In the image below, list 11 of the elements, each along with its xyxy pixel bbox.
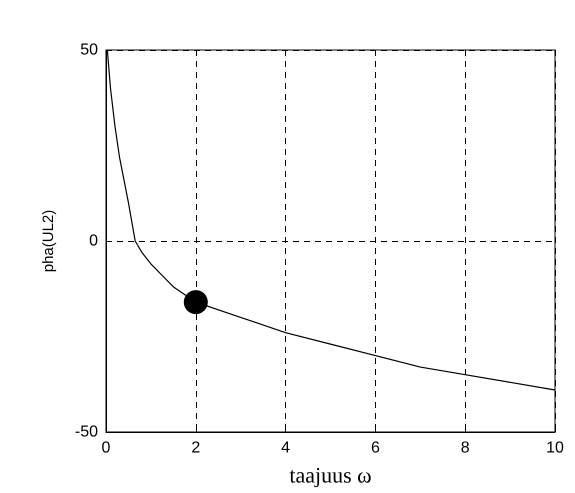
x-tick-label: 0	[102, 440, 111, 456]
x-tick-label: 8	[460, 440, 470, 456]
y-tick-label: 0	[89, 232, 98, 250]
x-tick-label: 2	[191, 440, 200, 456]
y-tick-label: -50	[74, 424, 98, 440]
x-axis-title: taajuus ω	[289, 462, 372, 488]
x-tick-label: 4	[281, 440, 290, 456]
x-tick-label: 10	[546, 440, 564, 456]
y-tick-label: 50	[80, 42, 98, 58]
x-tick-label: 6	[370, 440, 380, 456]
y-axis-title: pha(UL2)	[40, 210, 57, 272]
